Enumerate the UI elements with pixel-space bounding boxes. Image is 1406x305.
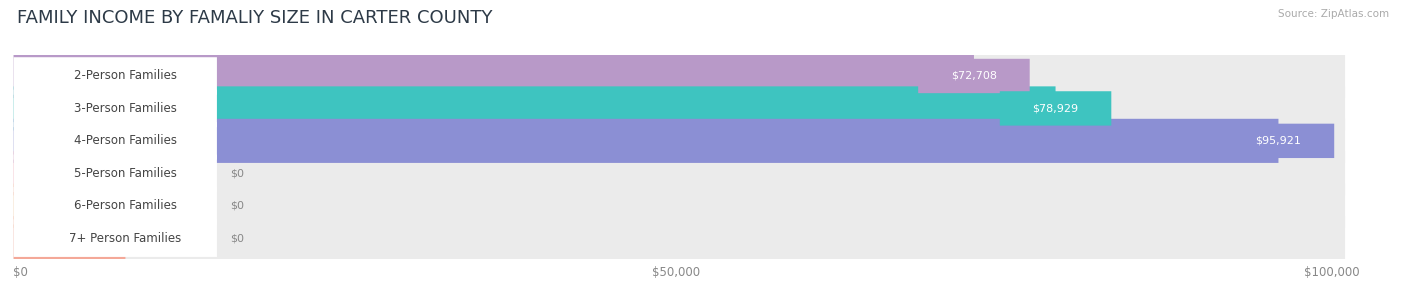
FancyBboxPatch shape [14,54,1346,98]
FancyBboxPatch shape [14,187,217,224]
FancyBboxPatch shape [14,151,125,195]
FancyBboxPatch shape [14,119,1278,163]
Text: 3-Person Families: 3-Person Families [75,102,177,115]
FancyBboxPatch shape [1000,91,1111,126]
FancyBboxPatch shape [14,90,217,127]
FancyBboxPatch shape [14,151,1346,195]
Text: $95,921: $95,921 [1256,136,1302,146]
FancyBboxPatch shape [14,122,217,160]
Text: Source: ZipAtlas.com: Source: ZipAtlas.com [1278,9,1389,19]
FancyBboxPatch shape [14,54,974,98]
Text: $78,929: $78,929 [1032,103,1078,113]
Text: $0: $0 [231,201,245,211]
Text: 4-Person Families: 4-Person Families [75,135,177,147]
Text: 5-Person Families: 5-Person Families [75,167,177,180]
FancyBboxPatch shape [14,155,217,192]
FancyBboxPatch shape [1223,124,1334,158]
Text: 2-Person Families: 2-Person Families [75,70,177,82]
FancyBboxPatch shape [918,59,1029,93]
FancyBboxPatch shape [14,86,1346,131]
Text: $0: $0 [231,233,245,243]
FancyBboxPatch shape [14,216,125,260]
FancyBboxPatch shape [14,119,1346,163]
FancyBboxPatch shape [14,219,217,257]
Text: $0: $0 [231,168,245,178]
FancyBboxPatch shape [14,86,1056,131]
FancyBboxPatch shape [14,216,1346,260]
Text: 6-Person Families: 6-Person Families [75,199,177,212]
Text: $72,708: $72,708 [950,71,997,81]
FancyBboxPatch shape [14,184,1346,228]
FancyBboxPatch shape [14,57,217,95]
Text: FAMILY INCOME BY FAMALIY SIZE IN CARTER COUNTY: FAMILY INCOME BY FAMALIY SIZE IN CARTER … [17,9,492,27]
Text: 7+ Person Families: 7+ Person Families [69,232,181,245]
FancyBboxPatch shape [14,184,125,228]
